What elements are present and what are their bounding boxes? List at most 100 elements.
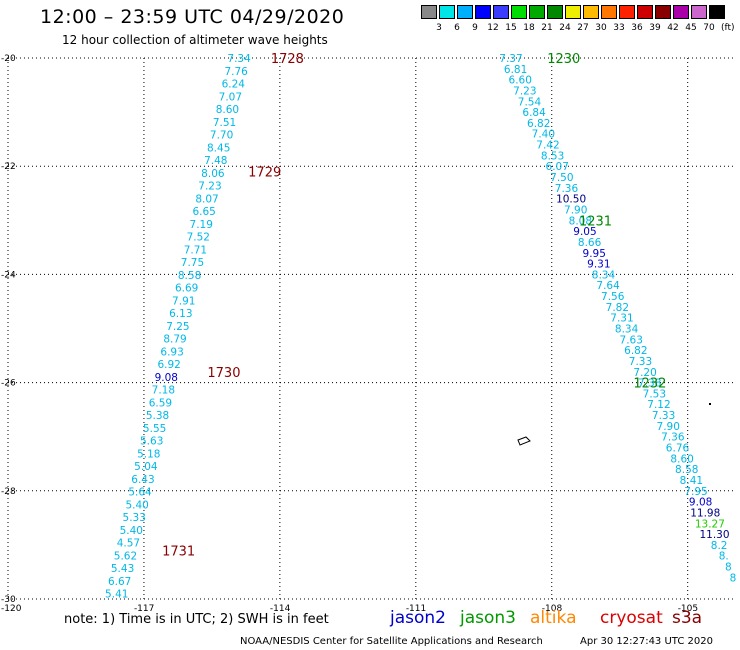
wave-height-value: 7.56 xyxy=(601,291,625,303)
wave-height-value: 7.19 xyxy=(190,219,213,231)
colorbar-label: 18 xyxy=(523,23,535,33)
wave-height-value: 5.62 xyxy=(114,550,137,562)
colorbar-swatch xyxy=(439,5,455,19)
wave-height-value: 7.37 xyxy=(499,53,522,65)
pass-time-label: 1231 xyxy=(579,214,612,229)
y-tick-label: -30 xyxy=(1,595,16,605)
colorbar-swatch xyxy=(673,5,689,19)
wave-height-value: 6.67 xyxy=(108,576,131,588)
colorbar-swatch xyxy=(457,5,473,19)
x-tick-label: -105 xyxy=(678,604,698,614)
wave-height-value: 7.82 xyxy=(606,302,629,314)
colorbar-label: 12 xyxy=(487,23,499,33)
colorbar-label: 24 xyxy=(559,23,571,33)
mission-s3a: s3a xyxy=(672,608,703,628)
wave-height-value: 7.90 xyxy=(657,421,680,433)
wave-height-value: 6.82 xyxy=(527,118,550,130)
wave-height-value: 7.64 xyxy=(596,280,620,292)
wave-height-value: 4.57 xyxy=(117,538,140,550)
x-tick-label: -114 xyxy=(270,604,291,614)
island-outline xyxy=(517,436,531,446)
wave-height-value: 7.23 xyxy=(513,85,536,97)
y-tick-label: -26 xyxy=(1,379,16,389)
colorbar-swatch xyxy=(493,5,509,19)
wave-height-value: 7.36 xyxy=(555,183,579,195)
wave-height-value: 5.55 xyxy=(143,423,166,435)
wave-height-value: 6.65 xyxy=(192,206,215,218)
wave-height-value: 7.70 xyxy=(210,130,233,142)
wave-height-value: 6.59 xyxy=(149,397,172,409)
colorbar-swatch xyxy=(583,5,599,19)
wave-height-value: 9.08 xyxy=(689,497,712,509)
colorbar-swatch xyxy=(655,5,671,19)
wave-height-value: 8.66 xyxy=(578,237,602,249)
colorbar-label: 6 xyxy=(454,23,460,33)
colorbar-unit: (ft) xyxy=(721,23,735,33)
colorbar-label: 33 xyxy=(613,23,625,33)
colorbar-label: 39 xyxy=(649,23,661,33)
pass-time-label: 1729 xyxy=(248,166,281,181)
colorbar-label: 15 xyxy=(505,23,517,33)
wave-height-value: 8.08 xyxy=(569,215,592,227)
wave-height-value: 8 xyxy=(730,572,737,584)
wave-height-value: 8.58 xyxy=(178,270,201,282)
colorbar-swatch xyxy=(547,5,563,19)
wave-height-value: 7.53 xyxy=(643,388,666,400)
y-tick-label: -28 xyxy=(1,487,16,497)
colorbar-swatch xyxy=(637,5,653,19)
wave-height-value: 8.2 xyxy=(711,540,728,552)
colorbar-label: 70 xyxy=(703,23,715,33)
colorbar-swatch xyxy=(529,5,545,19)
wave-height-value: 7.25 xyxy=(166,321,189,333)
wave-height-value: 7.63 xyxy=(620,334,643,346)
wave-height-value: 6.13 xyxy=(169,308,192,320)
wave-height-value: 7.95 xyxy=(684,486,707,498)
wave-height-value: 7.71 xyxy=(184,244,207,256)
wave-height-value: 6.81 xyxy=(504,64,527,76)
colorbar-swatch xyxy=(565,5,581,19)
x-tick-label: -117 xyxy=(134,604,154,614)
wave-height-value: 5.43 xyxy=(111,563,134,575)
wave-height-value: 7.76 xyxy=(224,66,248,78)
wave-height-value: 5.38 xyxy=(146,410,169,422)
wave-height-value: 7.48 xyxy=(204,155,227,167)
wave-height-value: 5.41 xyxy=(105,589,128,601)
y-tick-label: -22 xyxy=(1,162,16,172)
wave-height-value: 5.40 xyxy=(125,499,148,511)
wave-height-value: 5.04 xyxy=(134,461,158,473)
colorbar-label: 30 xyxy=(595,23,607,33)
wave-height-value: 9.05 xyxy=(573,226,596,238)
wave-height-value: 10.50 xyxy=(556,194,586,206)
mission-altika: altika xyxy=(530,608,577,628)
colorbar-label: 42 xyxy=(667,23,679,33)
wave-height-value: 7.51 xyxy=(213,117,236,129)
wave-height-value: 8 xyxy=(725,562,732,574)
colorbar-swatch xyxy=(601,5,617,19)
wave-height-value: 7.36 xyxy=(661,432,685,444)
wave-height-value: 6.43 xyxy=(131,474,154,486)
wave-height-value: 13.27 xyxy=(695,518,725,530)
pass-time-label: 1232 xyxy=(633,377,666,392)
wave-height-value: 8.60 xyxy=(216,104,239,116)
wave-height-value: 6.69 xyxy=(175,283,198,295)
wave-height-value: 9.31 xyxy=(587,259,610,271)
wave-height-value: 7.50 xyxy=(550,172,573,184)
colorbar-swatch xyxy=(475,5,491,19)
wave-height-value: 5.33 xyxy=(123,512,146,524)
wave-height-value: 7.40 xyxy=(532,129,555,141)
units-note: note: 1) Time is in UTC; 2) SWH is in fe… xyxy=(64,612,329,627)
colorbar-label: 3 xyxy=(436,23,442,33)
wave-height-value: 6.84 xyxy=(522,107,546,119)
chart-title: 12:00 – 23:59 UTC 04/29/2020 xyxy=(40,6,345,28)
colorbar-label: 36 xyxy=(631,23,643,33)
wave-height-value: 7.33 xyxy=(629,356,652,368)
x-tick-label: -120 xyxy=(1,604,22,614)
colorbar-swatch xyxy=(511,5,527,19)
x-tick-label: -108 xyxy=(542,604,563,614)
wave-height-value: 7.54 xyxy=(518,96,542,108)
wave-height-value: 8. xyxy=(719,551,729,563)
wave-height-value: 5.40 xyxy=(120,525,143,537)
colorbar-label: 45 xyxy=(685,23,697,33)
wave-height-value: 6.60 xyxy=(509,75,532,87)
wave-height-value: 8.06 xyxy=(201,168,225,180)
